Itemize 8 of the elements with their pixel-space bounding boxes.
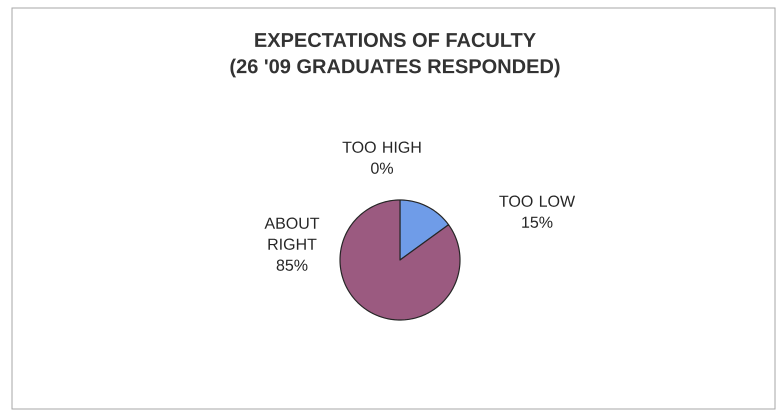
chart-title: EXPECTATIONS OF FACULTY	[255, 32, 536, 48]
slice-label: TOO LOW	[499, 196, 576, 207]
slice-label: ABOUT RIGHT	[264, 218, 320, 250]
data-label: 85%	[276, 260, 308, 271]
data-label: 15%	[522, 216, 552, 228]
category-label: TOO HIGH	[342, 142, 421, 153]
text: 0%	[371, 162, 393, 174]
chart-subtitle: (26 '09 GRADUATES RESPONDED)	[230, 58, 560, 78]
